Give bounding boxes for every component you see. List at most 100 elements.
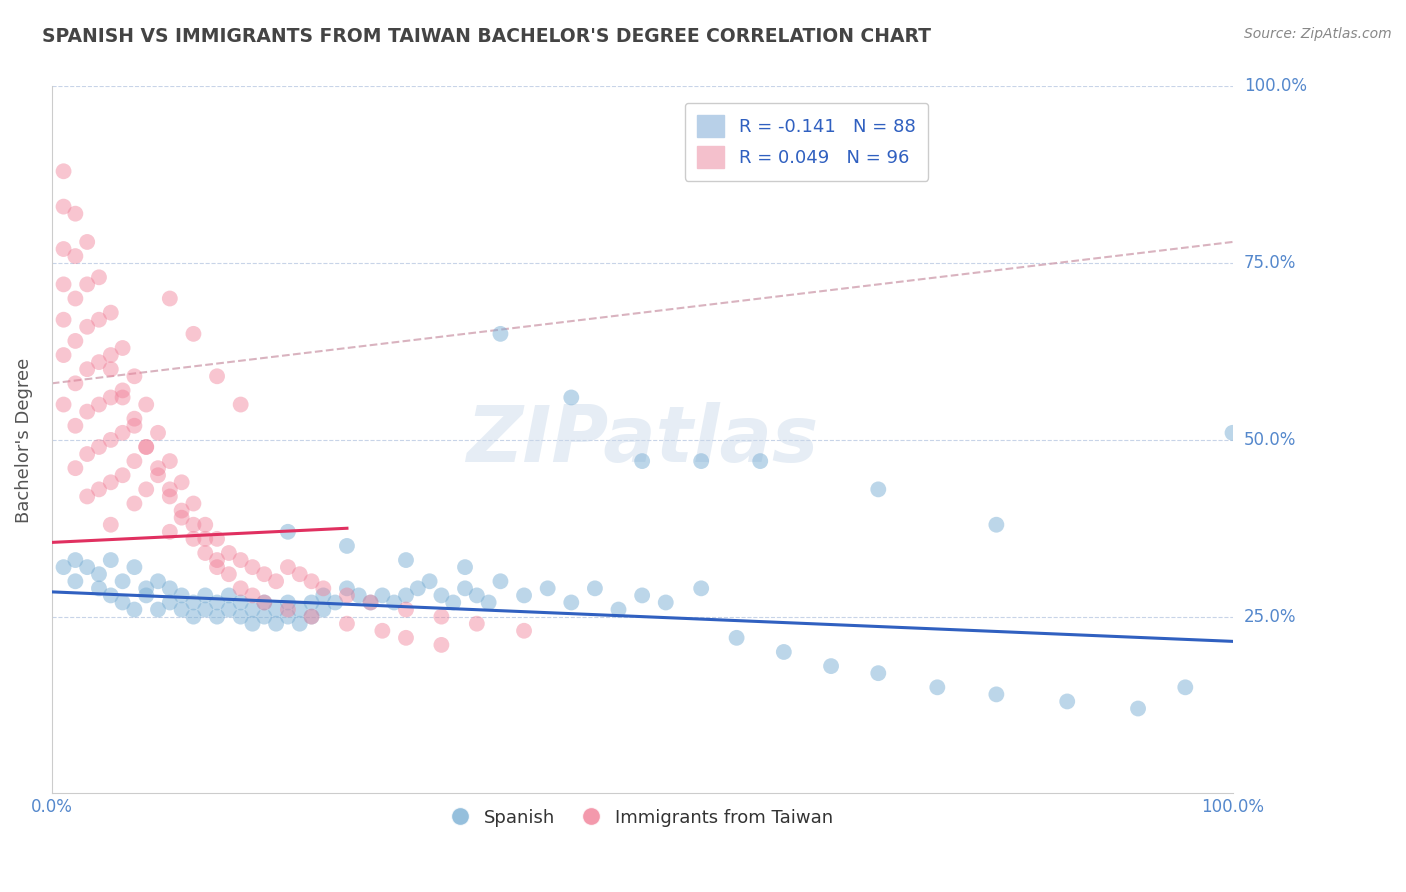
Point bbox=[100, 348, 122, 362]
Point bbox=[312, 589, 335, 603]
Point bbox=[336, 582, 359, 596]
Point bbox=[312, 602, 335, 616]
Point bbox=[986, 687, 1008, 701]
Point bbox=[65, 418, 87, 433]
Point bbox=[100, 433, 122, 447]
Point bbox=[52, 200, 75, 214]
Point bbox=[927, 681, 949, 695]
Point bbox=[124, 411, 146, 425]
Point bbox=[513, 624, 536, 638]
Point bbox=[1056, 694, 1078, 708]
Point bbox=[159, 490, 181, 504]
Point bbox=[229, 595, 252, 609]
Point bbox=[65, 461, 87, 475]
Point bbox=[183, 517, 205, 532]
Point bbox=[76, 447, 98, 461]
Text: 50.0%: 50.0% bbox=[1244, 431, 1296, 449]
Point bbox=[159, 524, 181, 539]
Point bbox=[277, 595, 299, 609]
Point bbox=[87, 312, 110, 326]
Point bbox=[111, 574, 134, 589]
Point bbox=[183, 326, 205, 341]
Point bbox=[52, 312, 75, 326]
Point bbox=[111, 391, 134, 405]
Point bbox=[100, 475, 122, 490]
Point bbox=[52, 164, 75, 178]
Point bbox=[264, 616, 287, 631]
Point bbox=[583, 582, 606, 596]
Point bbox=[690, 454, 713, 468]
Text: 75.0%: 75.0% bbox=[1244, 254, 1296, 272]
Point bbox=[301, 609, 323, 624]
Point bbox=[194, 532, 217, 546]
Point bbox=[336, 589, 359, 603]
Point bbox=[135, 440, 157, 454]
Point bbox=[465, 616, 488, 631]
Point bbox=[347, 589, 370, 603]
Point bbox=[288, 616, 311, 631]
Point bbox=[205, 595, 228, 609]
Point bbox=[560, 391, 582, 405]
Point bbox=[111, 595, 134, 609]
Point bbox=[124, 496, 146, 510]
Point bbox=[454, 560, 477, 574]
Point bbox=[65, 376, 87, 391]
Point bbox=[655, 595, 678, 609]
Point bbox=[76, 560, 98, 574]
Point bbox=[183, 532, 205, 546]
Point bbox=[253, 595, 276, 609]
Point bbox=[312, 582, 335, 596]
Point bbox=[360, 595, 382, 609]
Point bbox=[229, 609, 252, 624]
Point bbox=[76, 319, 98, 334]
Point bbox=[537, 582, 560, 596]
Point bbox=[406, 582, 429, 596]
Point bbox=[360, 595, 382, 609]
Text: 100.0%: 100.0% bbox=[1244, 78, 1306, 95]
Point bbox=[76, 404, 98, 418]
Text: SPANISH VS IMMIGRANTS FROM TAIWAN BACHELOR'S DEGREE CORRELATION CHART: SPANISH VS IMMIGRANTS FROM TAIWAN BACHEL… bbox=[42, 27, 931, 45]
Point bbox=[205, 560, 228, 574]
Point bbox=[218, 546, 240, 560]
Point bbox=[242, 616, 264, 631]
Point bbox=[159, 595, 181, 609]
Point bbox=[395, 589, 418, 603]
Point bbox=[1174, 681, 1197, 695]
Point bbox=[183, 496, 205, 510]
Point bbox=[631, 454, 654, 468]
Point bbox=[87, 270, 110, 285]
Point bbox=[170, 475, 193, 490]
Point bbox=[371, 624, 394, 638]
Point bbox=[986, 517, 1008, 532]
Point bbox=[868, 483, 890, 497]
Text: 25.0%: 25.0% bbox=[1244, 607, 1296, 625]
Point bbox=[301, 595, 323, 609]
Point bbox=[395, 602, 418, 616]
Point bbox=[87, 355, 110, 369]
Point bbox=[183, 609, 205, 624]
Point bbox=[100, 589, 122, 603]
Point bbox=[124, 369, 146, 384]
Point bbox=[87, 582, 110, 596]
Point bbox=[419, 574, 441, 589]
Point bbox=[100, 553, 122, 567]
Point bbox=[631, 589, 654, 603]
Y-axis label: Bachelor's Degree: Bachelor's Degree bbox=[15, 358, 32, 523]
Point bbox=[465, 589, 488, 603]
Point bbox=[229, 553, 252, 567]
Point bbox=[183, 595, 205, 609]
Point bbox=[301, 574, 323, 589]
Point bbox=[288, 567, 311, 582]
Point bbox=[430, 638, 453, 652]
Point bbox=[111, 341, 134, 355]
Point bbox=[65, 334, 87, 348]
Point bbox=[87, 567, 110, 582]
Point bbox=[478, 595, 501, 609]
Point bbox=[124, 602, 146, 616]
Point bbox=[52, 560, 75, 574]
Point bbox=[277, 609, 299, 624]
Point bbox=[194, 589, 217, 603]
Point bbox=[820, 659, 842, 673]
Point bbox=[229, 582, 252, 596]
Point bbox=[52, 398, 75, 412]
